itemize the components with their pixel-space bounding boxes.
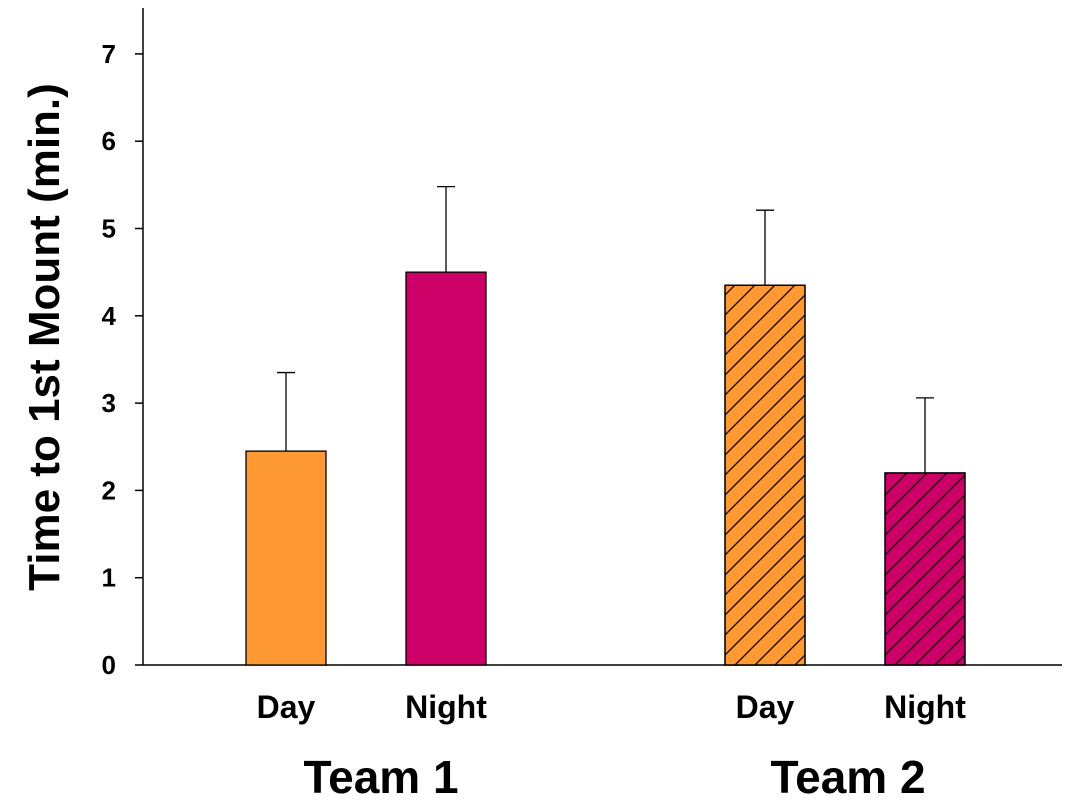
y-tick-label: 7 [102, 39, 116, 69]
category-label-team-2-day: Day [736, 689, 795, 725]
y-tick-label: 6 [102, 126, 116, 156]
bar-team-1-day [245, 450, 327, 666]
group-label-team-1: Team 1 [303, 751, 458, 803]
y-tick-label: 4 [102, 301, 117, 331]
y-tick-label: 5 [102, 214, 116, 244]
y-ticks: 0 1 2 3 4 5 6 7 [102, 39, 143, 680]
bar-hatch-team-2-day [724, 284, 806, 666]
y-axis-label: Time to 1st Mount (min.) [20, 83, 69, 591]
group-label-team-2: Team 2 [770, 751, 925, 803]
category-label-team-2-night: Night [884, 689, 966, 725]
bars [245, 271, 966, 666]
y-tick-label: 1 [102, 563, 116, 593]
error-bars [277, 185, 934, 473]
category-label-team-1-night: Night [405, 689, 487, 725]
bar-hatch-team-2-night [884, 472, 966, 666]
y-tick-label: 2 [102, 475, 116, 505]
group-labels: Team 1 Team 2 [303, 751, 925, 803]
y-tick-label: 0 [102, 650, 116, 680]
category-label-team-1-day: Day [257, 689, 316, 725]
bar-team-1-night [405, 271, 487, 666]
category-labels: Day Night Day Night [257, 689, 967, 725]
y-tick-label: 3 [102, 388, 116, 418]
